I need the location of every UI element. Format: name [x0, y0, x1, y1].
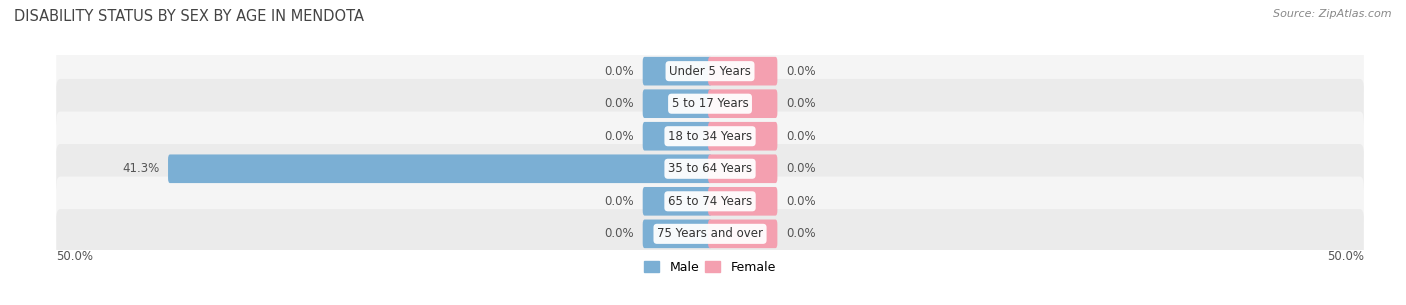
Text: 0.0%: 0.0%	[605, 195, 634, 208]
FancyBboxPatch shape	[709, 89, 778, 118]
Text: 18 to 34 Years: 18 to 34 Years	[668, 130, 752, 143]
FancyBboxPatch shape	[169, 154, 711, 183]
FancyBboxPatch shape	[643, 122, 711, 151]
Text: 0.0%: 0.0%	[786, 130, 815, 143]
Text: 0.0%: 0.0%	[786, 162, 815, 175]
Text: 35 to 64 Years: 35 to 64 Years	[668, 162, 752, 175]
Text: 50.0%: 50.0%	[1327, 250, 1364, 263]
FancyBboxPatch shape	[643, 89, 711, 118]
FancyBboxPatch shape	[56, 79, 1364, 128]
Text: 0.0%: 0.0%	[786, 227, 815, 240]
Text: Under 5 Years: Under 5 Years	[669, 65, 751, 78]
Text: 0.0%: 0.0%	[605, 65, 634, 78]
FancyBboxPatch shape	[709, 154, 778, 183]
FancyBboxPatch shape	[56, 209, 1364, 259]
FancyBboxPatch shape	[56, 112, 1364, 161]
Text: 0.0%: 0.0%	[605, 227, 634, 240]
FancyBboxPatch shape	[709, 220, 778, 248]
FancyBboxPatch shape	[56, 46, 1364, 96]
FancyBboxPatch shape	[56, 144, 1364, 193]
Text: Source: ZipAtlas.com: Source: ZipAtlas.com	[1274, 9, 1392, 19]
FancyBboxPatch shape	[709, 122, 778, 151]
Text: 5 to 17 Years: 5 to 17 Years	[672, 97, 748, 110]
Text: 0.0%: 0.0%	[786, 97, 815, 110]
FancyBboxPatch shape	[709, 57, 778, 85]
Legend: Male, Female: Male, Female	[640, 256, 780, 279]
Text: DISABILITY STATUS BY SEX BY AGE IN MENDOTA: DISABILITY STATUS BY SEX BY AGE IN MENDO…	[14, 9, 364, 24]
Text: 0.0%: 0.0%	[786, 195, 815, 208]
Text: 0.0%: 0.0%	[605, 97, 634, 110]
Text: 75 Years and over: 75 Years and over	[657, 227, 763, 240]
FancyBboxPatch shape	[643, 187, 711, 216]
FancyBboxPatch shape	[643, 57, 711, 85]
FancyBboxPatch shape	[56, 177, 1364, 226]
Text: 41.3%: 41.3%	[122, 162, 159, 175]
Text: 65 to 74 Years: 65 to 74 Years	[668, 195, 752, 208]
FancyBboxPatch shape	[709, 187, 778, 216]
Text: 50.0%: 50.0%	[56, 250, 93, 263]
FancyBboxPatch shape	[643, 220, 711, 248]
Text: 0.0%: 0.0%	[605, 130, 634, 143]
Text: 0.0%: 0.0%	[786, 65, 815, 78]
